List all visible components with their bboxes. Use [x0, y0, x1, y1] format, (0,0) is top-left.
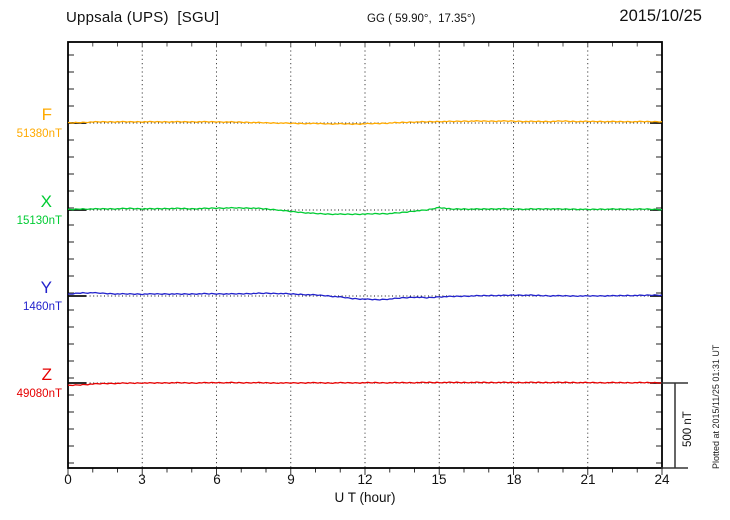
trace-y — [67, 291, 663, 301]
x-tick-label-18: 18 — [506, 472, 522, 487]
plot-date: 2015/10/25 — [619, 7, 702, 25]
component-letter-y: Y — [40, 278, 52, 297]
component-basevalue-x: 15130nT — [16, 215, 62, 227]
component-label-f: F 51380nT — [0, 106, 63, 141]
component-label-x: X 15130nT — [0, 193, 63, 228]
geographic-coordinates: GG ( 59.90°, 17.35°) — [367, 13, 476, 25]
component-basevalue-f: 51380nT — [16, 128, 62, 140]
component-letter-x: X — [40, 192, 52, 211]
plotted-timestamp-note: Plotted at 2015/11/25 01:31 UT — [711, 344, 721, 469]
component-label-y: Y 1460nT — [0, 279, 63, 314]
x-tick-label-9: 9 — [287, 472, 295, 487]
component-label-z: Z 49080nT — [0, 366, 63, 401]
trace-f — [67, 120, 663, 126]
scale-bar-label: 500 nT — [682, 411, 694, 447]
x-tick-label-24: 24 — [654, 472, 670, 487]
x-tick-label-6: 6 — [213, 472, 221, 487]
x-tick-label-15: 15 — [431, 472, 447, 487]
component-letter-z: Z — [41, 365, 52, 384]
component-basevalue-y: 1460nT — [22, 301, 62, 313]
x-tick-label-0: 0 — [64, 472, 72, 487]
trace-z — [67, 381, 663, 387]
component-letter-f: F — [41, 105, 52, 124]
x-tick-label-3: 3 — [138, 472, 146, 487]
x-tick-label-21: 21 — [580, 472, 596, 487]
x-tick-label-12: 12 — [357, 472, 373, 487]
component-basevalue-z: 49080nT — [16, 388, 62, 400]
trace-x — [67, 206, 663, 216]
x-axis-title: U T (hour) — [334, 490, 396, 505]
station-title: Uppsala (UPS) [SGU] — [66, 9, 220, 26]
